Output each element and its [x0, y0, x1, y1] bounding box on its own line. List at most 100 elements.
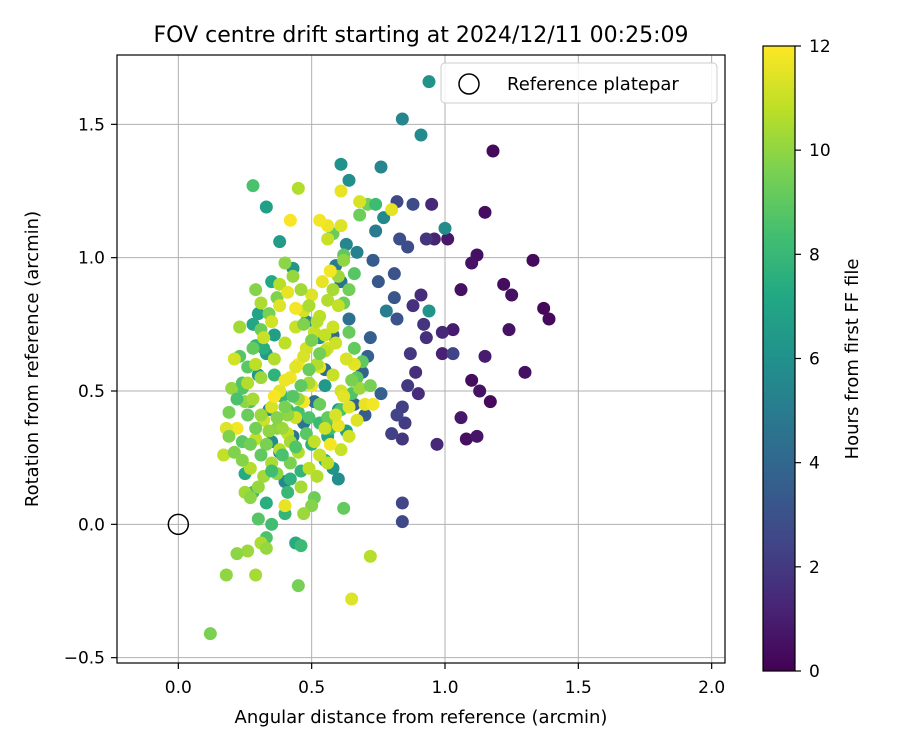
scatter-point [259, 541, 273, 555]
scatter-point [254, 448, 268, 462]
scatter-point [286, 389, 300, 403]
scatter-point [230, 392, 244, 406]
scatter-point [398, 416, 412, 430]
scatter-point [459, 432, 473, 446]
scatter-point [321, 232, 335, 246]
scatter-point [294, 379, 308, 393]
scatter-point [419, 331, 433, 345]
scatter-point [246, 341, 260, 355]
scatter-point [334, 184, 348, 198]
scatter-point [267, 352, 281, 366]
scatter-point [246, 179, 260, 193]
plot-background [117, 55, 725, 663]
chart-title: FOV centre drift starting at 2024/12/11 … [154, 23, 689, 48]
scatter-point [374, 387, 388, 401]
scatter-point [342, 429, 356, 443]
scatter-point [217, 448, 231, 462]
scatter-point [318, 328, 332, 342]
scatter-point [425, 197, 439, 211]
scatter-point [275, 448, 289, 462]
colorbar-tick-label: 0 [809, 662, 820, 682]
scatter-point [345, 592, 359, 606]
scatter-point [243, 461, 257, 475]
scatter-point [307, 435, 321, 449]
reference-platepar-marker [167, 513, 190, 536]
y-tick-label: 1.0 [78, 249, 105, 269]
y-tick-label: 0.0 [78, 515, 105, 535]
scatter-point [251, 480, 265, 494]
scatter-point [249, 421, 263, 435]
scatter-point [281, 485, 295, 499]
scatter-point [297, 349, 311, 363]
scatter-point [369, 197, 383, 211]
scatter-point [401, 379, 415, 393]
scatter-point [331, 419, 345, 433]
scatter-point [283, 472, 297, 486]
scatter-point [299, 427, 313, 441]
colorbar-ticks: 0 2 4 6 8 10 12 [795, 37, 831, 682]
scatter-point [302, 411, 316, 425]
scatter-point [254, 371, 268, 385]
scatter-point [283, 213, 297, 227]
scatter-point [350, 245, 364, 259]
scatter-point [291, 181, 305, 195]
scatter-point [342, 400, 356, 414]
scatter-point [465, 373, 479, 387]
scatter-point [254, 408, 268, 422]
scatter-point [313, 213, 327, 227]
scatter-point [257, 331, 271, 345]
scatter-point [339, 352, 353, 366]
scatter-point [337, 389, 351, 403]
scatter-point [313, 347, 327, 361]
scatter-point [406, 299, 420, 313]
scatter-point [318, 379, 332, 393]
scatter-point [473, 384, 487, 398]
scatter-point [395, 496, 409, 510]
scatter-point [347, 267, 361, 281]
scatter-point [326, 283, 340, 297]
scatter-point [289, 440, 303, 454]
x-tick-label: 0.5 [298, 678, 325, 698]
scatter-point [339, 237, 353, 251]
scatter-point [289, 360, 303, 374]
scatter-point [294, 283, 308, 297]
scatter-point [465, 256, 479, 270]
scatter-point [478, 205, 492, 219]
scatter-point [265, 517, 279, 531]
scatter-point [363, 331, 377, 345]
x-axis-label: Angular distance from reference (arcmin) [235, 707, 608, 728]
scatter-point [286, 269, 300, 283]
scatter-point [278, 373, 292, 387]
scatter-point [342, 173, 356, 187]
scatter-point [329, 336, 343, 350]
x-tick-label: 0.0 [165, 678, 192, 698]
scatter-point [454, 283, 468, 297]
colorbar-tick-label: 10 [809, 141, 831, 161]
scatter-point [257, 341, 271, 355]
scatter-point [369, 224, 383, 238]
scatter-point [323, 437, 337, 451]
scatter-point [387, 267, 401, 281]
scatter-point [294, 480, 308, 494]
scatter-point [366, 253, 380, 267]
scatter-point [497, 277, 511, 291]
scatter-point [262, 424, 276, 438]
scatter-point [241, 544, 255, 558]
scatter-point [227, 445, 241, 459]
scatter-point [422, 75, 436, 89]
scatter-point [313, 397, 327, 411]
scatter-point [446, 323, 460, 337]
scatter-point [406, 197, 420, 211]
scatter-point [249, 357, 263, 371]
legend-box [440, 62, 718, 104]
scatter-point [321, 293, 335, 307]
scatter-point [222, 405, 236, 419]
x-tick-label: 1.5 [565, 678, 592, 698]
scatter-point [385, 427, 399, 441]
scatter-point [542, 312, 556, 326]
scatter-point [281, 285, 295, 299]
scatter-point [337, 501, 351, 515]
scatter-point [235, 453, 249, 467]
scatter-point [419, 232, 433, 246]
legend-marker-icon [458, 73, 480, 95]
